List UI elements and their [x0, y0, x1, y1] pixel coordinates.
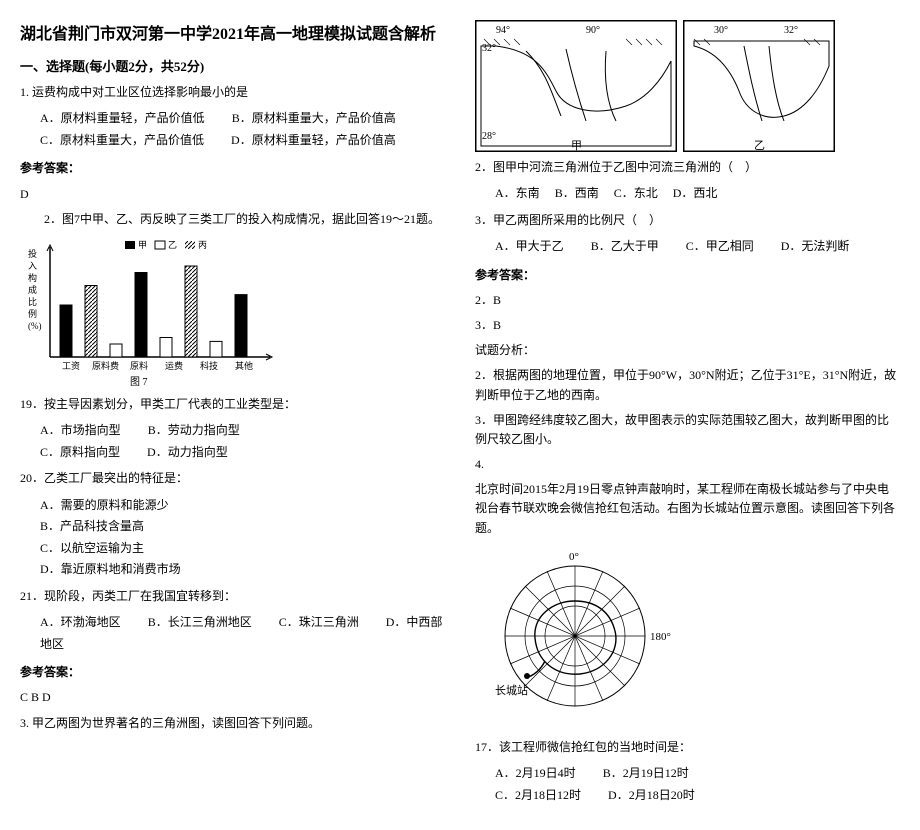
- svg-text:丙: 丙: [198, 240, 207, 250]
- q19-optD: D．动力指向型: [147, 445, 228, 459]
- svg-text:例: 例: [28, 308, 37, 319]
- q17-optD: D．2月18日20时: [608, 788, 695, 802]
- svg-text:0°: 0°: [569, 551, 579, 563]
- q19-options: A．市场指向型 B．劳动力指向型 C．原料指向型 D．动力指向型: [40, 420, 445, 463]
- q1-options: A．原材料重量轻，产品价值低 B．原材料重量大，产品价值高 C．原材料重量大，产…: [40, 108, 445, 151]
- q3-stem: 3. 甲乙两图为世界著名的三角洲图，读图回答下列问题。: [20, 714, 445, 733]
- q3-3-optD: D．无法判断: [781, 239, 850, 253]
- svg-text:长城站: 长城站: [495, 683, 528, 697]
- q19-stem: 19．按主导因素划分，甲类工厂代表的工业类型是：: [20, 395, 445, 414]
- svg-text:30°: 30°: [714, 25, 728, 36]
- q20-optB: B．产品科技含量高: [40, 516, 445, 538]
- svg-text:(%): (%): [28, 321, 42, 331]
- q17-options: A．2月19日4时 B．2月19日12时 C．2月18日12时 D．2月18日2…: [495, 763, 900, 806]
- analysis-2: 2．根据两图的地理位置，甲位于90°W，30°N附近；乙位于31°E，31°N附…: [475, 366, 900, 404]
- svg-text:甲: 甲: [571, 140, 582, 152]
- q3-2-optC: C．东北: [614, 186, 658, 200]
- q17-optA: A．2月19日4时: [495, 766, 576, 780]
- q20-stem: 20．乙类工厂最突出的特征是：: [20, 469, 445, 488]
- analysis-label: 试题分析：: [475, 341, 900, 360]
- bar-chart: 投 入 构 成 比 例 (%) 工资 原料费 原料 运费 科技 其他 甲: [20, 237, 445, 387]
- svg-text:成: 成: [28, 284, 37, 295]
- q21-answer-label: 参考答案：: [20, 663, 445, 682]
- q17-optC: C．2月18日12时: [495, 788, 581, 802]
- q3-3-options: A．甲大于乙 B．乙大于甲 C．甲乙相同 D．无法判断: [495, 236, 900, 258]
- q21-options: A．环渤海地区 B．长江三角洲地区 C．珠江三角洲 D．中西部地区: [40, 612, 445, 655]
- q2-intro: 2．图7中甲、乙、丙反映了三类工厂的投入构成情况，据此回答19～21题。: [20, 210, 445, 229]
- q3-answer2: 3．B: [475, 316, 900, 335]
- svg-text:原料费: 原料费: [92, 360, 119, 371]
- q3-3-optA: A．甲大于乙: [495, 239, 564, 253]
- q20-optA: A．需要的原料和能源少: [40, 495, 445, 517]
- svg-text:原料: 原料: [130, 360, 148, 371]
- doc-title: 湖北省荆门市双河第一中学2021年高一地理模拟试题含解析: [20, 20, 445, 44]
- q3-2-optA: A．东南: [495, 186, 540, 200]
- q20-optC: C．以航空运输为主: [40, 538, 445, 560]
- q21-optB: B．长江三角洲地区: [148, 615, 252, 629]
- q1-optB: B．原材料重量大，产品价值高: [232, 111, 396, 125]
- q1-answer-label: 参考答案：: [20, 159, 445, 178]
- svg-text:28°: 28°: [482, 131, 496, 142]
- polar-map: 0° 180° 长城站: [475, 546, 900, 730]
- q19-optB: B．劳动力指向型: [148, 423, 240, 437]
- q3-3-optC: C．甲乙相同: [686, 239, 754, 253]
- q3-3-optB: B．乙大于甲: [591, 239, 659, 253]
- svg-text:工资: 工资: [62, 361, 80, 371]
- svg-text:90°: 90°: [586, 25, 600, 36]
- section-heading: 一、选择题(每小题2分，共52分): [20, 56, 445, 75]
- q17-stem: 17．该工程师微信抢红包的当地时间是：: [475, 738, 900, 757]
- svg-text:其他: 其他: [235, 360, 253, 371]
- svg-text:投: 投: [28, 248, 37, 259]
- svg-text:乙: 乙: [168, 240, 177, 250]
- chart-caption: 图 7: [130, 376, 148, 387]
- svg-text:乙: 乙: [754, 139, 765, 152]
- svg-text:32°: 32°: [482, 43, 496, 54]
- svg-text:科技: 科技: [200, 360, 218, 371]
- svg-text:32°: 32°: [784, 25, 798, 36]
- q3-2-stem: 2．图甲中河流三角洲位于乙图中河流三角洲的（ ）: [475, 158, 900, 177]
- q1-answer: D: [20, 185, 445, 204]
- q1-stem: 1. 运费构成中对工业区位选择影响最小的是: [20, 83, 445, 102]
- map-jia: 94° 90° 32° 28° 甲: [475, 20, 677, 152]
- q21-optA: A．环渤海地区: [40, 615, 121, 629]
- q3-2-optB: B．西南: [555, 186, 599, 200]
- q1-optC: C．原材料重量大，产品价值低: [40, 133, 204, 147]
- svg-text:94°: 94°: [496, 25, 510, 36]
- q3-3-stem: 3．甲乙两图所采用的比例尺（ ）: [475, 211, 900, 230]
- q19-optA: A．市场指向型: [40, 423, 121, 437]
- q21-optC: C．珠江三角洲: [279, 615, 359, 629]
- q21-answer: C B D: [20, 688, 445, 707]
- map-pair: 94° 90° 32° 28° 甲 30: [475, 20, 900, 152]
- q1-optD: D．原材料重量轻，产品价值高: [231, 133, 396, 147]
- q4-stem: 北京时间2015年2月19日零点钟声敲响时，某工程师在南极长城站参与了中央电视台…: [475, 480, 900, 538]
- q19-optC: C．原料指向型: [40, 445, 120, 459]
- svg-text:运费: 运费: [165, 360, 183, 371]
- svg-text:180°: 180°: [650, 631, 671, 643]
- q3-2-options: A．东南 B．西南 C．东北 D．西北: [495, 183, 900, 205]
- q3-2-optD: D．西北: [673, 186, 718, 200]
- svg-text:比: 比: [28, 296, 37, 307]
- map-yi: 30° 32° 乙: [683, 20, 835, 152]
- q3-answer-label: 参考答案：: [475, 266, 900, 285]
- q1-optA: A．原材料重量轻，产品价值低: [40, 111, 205, 125]
- svg-text:入: 入: [28, 261, 37, 271]
- q21-stem: 21．现阶段，丙类工厂在我国宜转移到：: [20, 587, 445, 606]
- svg-text:构: 构: [28, 272, 37, 283]
- svg-text:甲: 甲: [138, 240, 147, 250]
- q20-options: A．需要的原料和能源少 B．产品科技含量高 C．以航空运输为主 D．靠近原料地和…: [40, 495, 445, 581]
- q20-optD: D．靠近原料地和消费市场: [40, 559, 445, 581]
- q3-answer1: 2．B: [475, 291, 900, 310]
- q17-optB: B．2月19日12时: [603, 766, 689, 780]
- q4-num: 4.: [475, 455, 900, 474]
- analysis-3: 3．甲图跨经纬度较乙图大，故甲图表示的实际范围较乙图大，故判断甲图的比例尺较乙图…: [475, 411, 900, 449]
